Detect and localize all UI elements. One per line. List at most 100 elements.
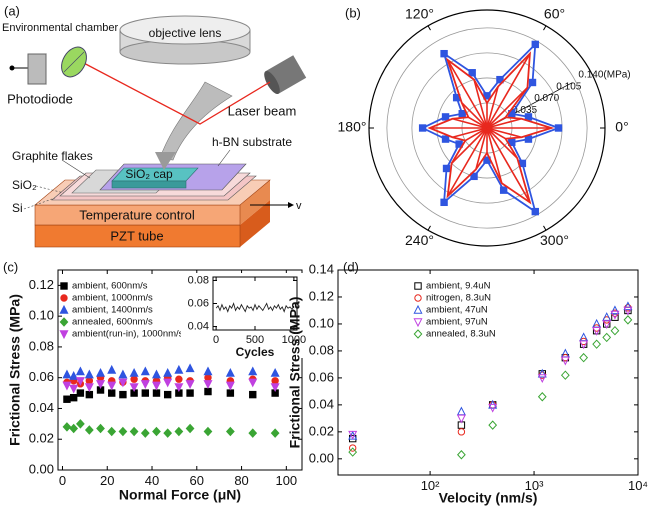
marker bbox=[174, 364, 184, 374]
pzt-side bbox=[240, 200, 270, 247]
label-cap: SiO₂ cap bbox=[125, 167, 173, 181]
laser bbox=[264, 55, 307, 95]
arrow-head bbox=[288, 202, 294, 208]
leader bbox=[35, 185, 65, 194]
marker bbox=[152, 426, 161, 437]
theta-tick bbox=[543, 25, 547, 31]
r-tick-label: 0.070 bbox=[534, 93, 559, 104]
tip bbox=[155, 152, 176, 170]
marker bbox=[175, 375, 183, 383]
marker bbox=[141, 389, 150, 397]
theta-tick-label: 60° bbox=[544, 5, 565, 21]
y-tick-label: 0.10 bbox=[309, 315, 334, 330]
legend-label: ambient, 47uN bbox=[426, 305, 488, 316]
spoke bbox=[486, 127, 518, 159]
panel-label: (b) bbox=[345, 5, 361, 20]
marker bbox=[592, 326, 602, 336]
marker bbox=[151, 381, 162, 391]
cantilever bbox=[159, 81, 233, 161]
theta-tick-label: 120° bbox=[405, 5, 434, 21]
legend-label: annealed, 600nm/s bbox=[72, 317, 153, 328]
x-tick-label: 100 bbox=[275, 473, 297, 488]
marker bbox=[524, 135, 533, 143]
marker bbox=[610, 325, 620, 336]
marker bbox=[69, 423, 79, 434]
y-tick-label: 0.00 bbox=[29, 461, 54, 476]
marker bbox=[531, 207, 539, 216]
marker bbox=[457, 428, 466, 436]
marker bbox=[579, 332, 589, 342]
r-tick-label: 0.105 bbox=[556, 81, 581, 92]
theta-tick-label: 240° bbox=[405, 232, 434, 248]
x-tick-label: 10² bbox=[421, 478, 440, 493]
x-tick-label: 20 bbox=[100, 473, 114, 488]
schematic: (a) Environmental chamber objective lens… bbox=[2, 3, 307, 248]
spoke bbox=[486, 117, 522, 129]
y-tick-label: 0.14 bbox=[309, 261, 334, 276]
legend-marker bbox=[414, 294, 422, 302]
label-chamber: Environmental chamber bbox=[2, 22, 119, 34]
marker bbox=[96, 423, 105, 434]
legend-marker bbox=[414, 282, 422, 290]
marker bbox=[470, 172, 478, 181]
marker bbox=[623, 306, 633, 316]
x-tick-label: 1000 bbox=[282, 334, 306, 346]
legend-marker bbox=[59, 317, 69, 327]
marker bbox=[537, 368, 547, 378]
legend-marker bbox=[59, 330, 69, 340]
legend-label: ambient, 9.4uN bbox=[426, 281, 491, 292]
legend-label: ambient, 1000nm/s bbox=[72, 293, 153, 304]
spoke bbox=[451, 127, 488, 164]
y-tick-label: 0.06 bbox=[29, 369, 54, 384]
legend-label: ambient, 600nm/s bbox=[72, 281, 148, 292]
series-line bbox=[215, 302, 295, 313]
marker bbox=[203, 426, 213, 437]
marker bbox=[118, 369, 128, 379]
marker bbox=[108, 389, 116, 397]
marker bbox=[129, 383, 139, 393]
y-tick-label: 0.08 bbox=[309, 342, 334, 357]
marker bbox=[592, 339, 602, 349]
marker bbox=[488, 403, 498, 413]
label-laser: Laser beam bbox=[228, 103, 297, 118]
marker bbox=[270, 383, 280, 393]
y-tick-label: 0.04 bbox=[29, 400, 54, 415]
theta-tick-label: 0° bbox=[615, 119, 628, 135]
legend-marker bbox=[413, 329, 423, 339]
marker bbox=[623, 301, 633, 311]
marker bbox=[270, 367, 280, 377]
marker bbox=[140, 380, 150, 389]
spoke bbox=[486, 127, 531, 203]
marker bbox=[457, 450, 466, 460]
marker bbox=[107, 364, 117, 374]
marker bbox=[185, 423, 195, 434]
label-temperature: Temperature control bbox=[79, 207, 195, 222]
x-tick-label: 40 bbox=[145, 473, 159, 488]
y-axis-label: Frictional Stress (MPa) bbox=[287, 297, 303, 449]
legend-label: nitrogen, 8.3uN bbox=[426, 293, 491, 304]
marker bbox=[488, 420, 498, 430]
marker bbox=[185, 380, 195, 389]
spoke bbox=[475, 127, 488, 170]
marker bbox=[560, 356, 570, 366]
series-line bbox=[427, 51, 555, 205]
theta-tick bbox=[427, 225, 431, 231]
marker bbox=[496, 75, 504, 84]
x-tick-label: 60 bbox=[190, 473, 204, 488]
marker bbox=[96, 367, 106, 377]
marker bbox=[75, 366, 85, 376]
spoke bbox=[464, 127, 488, 142]
plot-frame bbox=[337, 269, 639, 476]
label-lens: objective lens bbox=[149, 26, 222, 40]
marker bbox=[69, 371, 79, 380]
theta-tick bbox=[543, 225, 547, 231]
spoke bbox=[486, 116, 506, 129]
spoke bbox=[473, 79, 488, 129]
y-axis-label: Frictional Stress (MPa) bbox=[7, 294, 23, 446]
photodiode-housing bbox=[27, 53, 47, 85]
marker bbox=[456, 414, 466, 424]
label-sio2: SiO₂ bbox=[12, 178, 37, 192]
y-tick-label: 0.12 bbox=[29, 277, 54, 292]
